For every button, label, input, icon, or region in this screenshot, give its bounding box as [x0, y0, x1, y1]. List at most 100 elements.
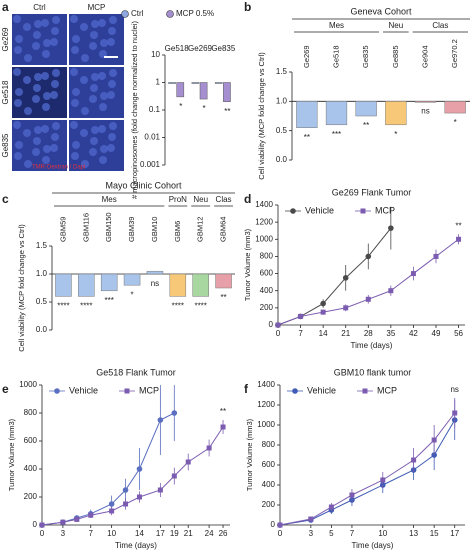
nucleus	[80, 129, 88, 137]
annotation: **	[455, 221, 461, 230]
group-label: Neu	[388, 21, 403, 30]
x-tick-label: 35	[386, 329, 395, 338]
legend-label: Ctrl	[131, 9, 144, 18]
nucleus	[72, 88, 80, 96]
nucleus	[81, 160, 89, 168]
nucleus	[32, 148, 40, 156]
y-tick-label: 800	[24, 408, 38, 417]
nucleus	[23, 76, 31, 84]
annotation: *	[394, 130, 397, 139]
series-line	[41, 412, 175, 526]
nucleus	[50, 144, 58, 152]
marker	[275, 322, 281, 328]
x-tick-label: 14	[135, 529, 144, 538]
annotation: ****	[172, 302, 184, 311]
chart-title: GBM10 flank tumor	[334, 367, 412, 377]
nucleus	[50, 91, 58, 99]
y-tick-label: 400	[24, 464, 38, 473]
x-tick-label: 19	[170, 529, 179, 538]
group-label: ProN	[169, 195, 187, 204]
nucleus	[100, 145, 108, 153]
legend-label: Vehicle	[307, 385, 336, 395]
y-axis-label: Tumor Volume (mm3)	[243, 228, 252, 301]
bar	[223, 82, 231, 102]
bar	[385, 101, 407, 126]
nucleus	[50, 38, 58, 46]
y-tick-label: 400	[260, 286, 274, 295]
nucleus	[91, 73, 99, 81]
bar	[214, 82, 223, 84]
nucleus	[41, 125, 49, 133]
bar	[78, 273, 95, 297]
group-label: Mes	[102, 195, 117, 204]
nucleus	[81, 107, 89, 115]
nucleus	[98, 19, 106, 27]
x-tick-label: 0	[276, 329, 281, 338]
x-tick-label: 3	[61, 529, 66, 538]
nucleus	[15, 88, 23, 96]
bar	[199, 82, 208, 100]
bar	[325, 101, 348, 126]
nucleus	[108, 133, 116, 141]
nucleus	[42, 50, 50, 58]
legend-swatch	[360, 208, 366, 214]
marker	[343, 305, 349, 311]
nucleus	[107, 144, 115, 152]
x-tick-label: Ge970.2	[450, 39, 459, 68]
x-tick-label: Ge269	[188, 44, 213, 53]
x-tick-label: 10	[378, 529, 387, 538]
nucleus	[71, 152, 79, 160]
marker	[220, 424, 226, 430]
x-tick-label: 42	[409, 329, 418, 338]
nucleus	[70, 121, 78, 129]
bar	[192, 273, 209, 297]
nucleus	[71, 99, 79, 107]
chart-title: Mayo Clinic Cohort	[105, 180, 182, 190]
legend-label: MCP 0.5%	[176, 9, 214, 18]
marker	[388, 225, 394, 231]
marker	[123, 501, 129, 507]
nucleus	[80, 76, 88, 84]
nucleus	[41, 19, 49, 27]
nucleus	[72, 141, 80, 149]
annotation: **	[304, 133, 310, 142]
nucleus	[89, 148, 97, 156]
x-tick-label: Ge835	[211, 44, 236, 53]
bar	[169, 273, 187, 297]
y-tick-label: 0.5	[36, 297, 48, 306]
x-tick-label: GBM64	[219, 217, 228, 242]
chart-title: Ge269 Flank Tumor	[332, 187, 412, 197]
nucleus	[90, 84, 98, 92]
nucleus	[98, 125, 106, 133]
x-tick-label: 7	[350, 529, 355, 538]
nucleus	[70, 68, 78, 76]
nucleus	[43, 92, 51, 100]
x-tick-label: 26	[219, 529, 228, 538]
y-tick-label: 0.5	[276, 126, 288, 135]
nucleus	[99, 156, 107, 164]
x-tick-label: 21	[184, 529, 193, 538]
marker	[136, 494, 142, 500]
x-tick-label: GBM116	[81, 213, 90, 242]
y-tick-label: 200	[24, 492, 38, 501]
y-tick-label: 1400	[257, 380, 275, 389]
x-axis-label: Time (days)	[352, 541, 394, 550]
marker	[365, 253, 372, 260]
annotation: ****	[80, 302, 92, 311]
panel-label: c	[2, 192, 9, 206]
nucleus	[13, 15, 21, 23]
nucleus	[90, 31, 98, 39]
x-tick-label: 24	[205, 529, 214, 538]
y-tick-label: 0.0	[36, 325, 48, 334]
annotation: ns	[450, 385, 458, 394]
nucleus	[23, 129, 31, 137]
nucleus	[107, 91, 115, 99]
row-label: Ge835	[1, 133, 10, 158]
legend-label: MCP	[139, 385, 159, 395]
bar	[414, 101, 437, 103]
bar	[296, 101, 318, 128]
chart-title: Geneva Cohort	[350, 6, 412, 16]
x-tick-label: 49	[432, 329, 441, 338]
legend-swatch	[362, 388, 368, 394]
x-tick-label: 7	[298, 329, 303, 338]
